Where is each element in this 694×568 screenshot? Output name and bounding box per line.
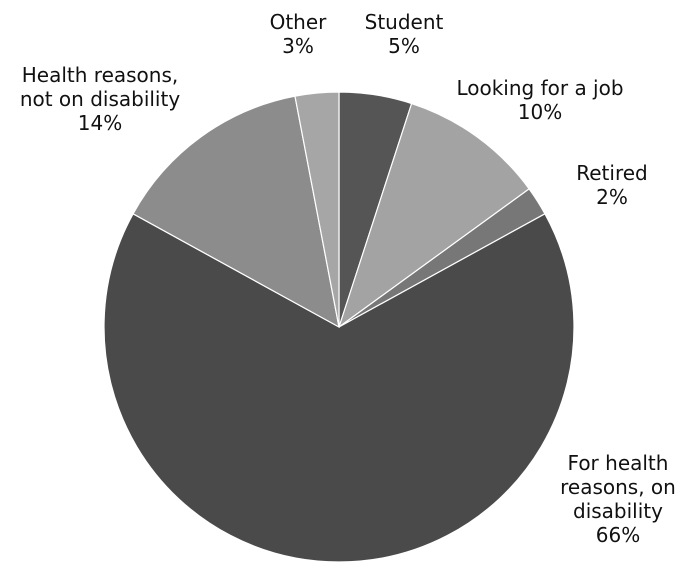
slice-category-label: Student [365, 10, 444, 34]
slice-label-1: Looking for a job 10% [456, 76, 623, 124]
pie-slice-3 [103, 212, 575, 563]
slice-label-2: Retired 2% [576, 161, 647, 209]
slice-category-label: Looking for a job [456, 76, 623, 100]
slice-category-label: reasons, on [560, 475, 676, 499]
slice-value-label: 2% [596, 185, 628, 209]
slice-label-5: Other 3% [270, 10, 328, 58]
slice-label-0: Student 5% [365, 10, 444, 58]
slice-category-label: not on disability [20, 87, 181, 111]
slice-category-label: Retired [576, 161, 647, 185]
slice-category-label: disability [573, 499, 663, 523]
pie-slice-4 [132, 95, 340, 329]
slice-label-3: For health reasons, on disability 66% [560, 451, 676, 547]
pie-slices [103, 91, 575, 563]
pie-slice-5 [294, 91, 340, 328]
slice-category-label: For health [568, 451, 669, 475]
slice-category-label: Other [270, 10, 328, 34]
slice-value-label: 5% [388, 34, 420, 58]
slice-value-label: 66% [596, 523, 640, 547]
pie-labels: Student 5%Looking for a job 10%Retired 2%Fo… [20, 10, 676, 547]
pie-slice-1 [337, 102, 530, 329]
slice-value-label: 3% [282, 34, 314, 58]
slice-category-label: Health reasons, [22, 63, 178, 87]
slice-label-4: Health reasons, not on disability 14% [20, 63, 181, 135]
slice-value-label: 14% [78, 111, 122, 135]
slice-value-label: 10% [518, 100, 562, 124]
